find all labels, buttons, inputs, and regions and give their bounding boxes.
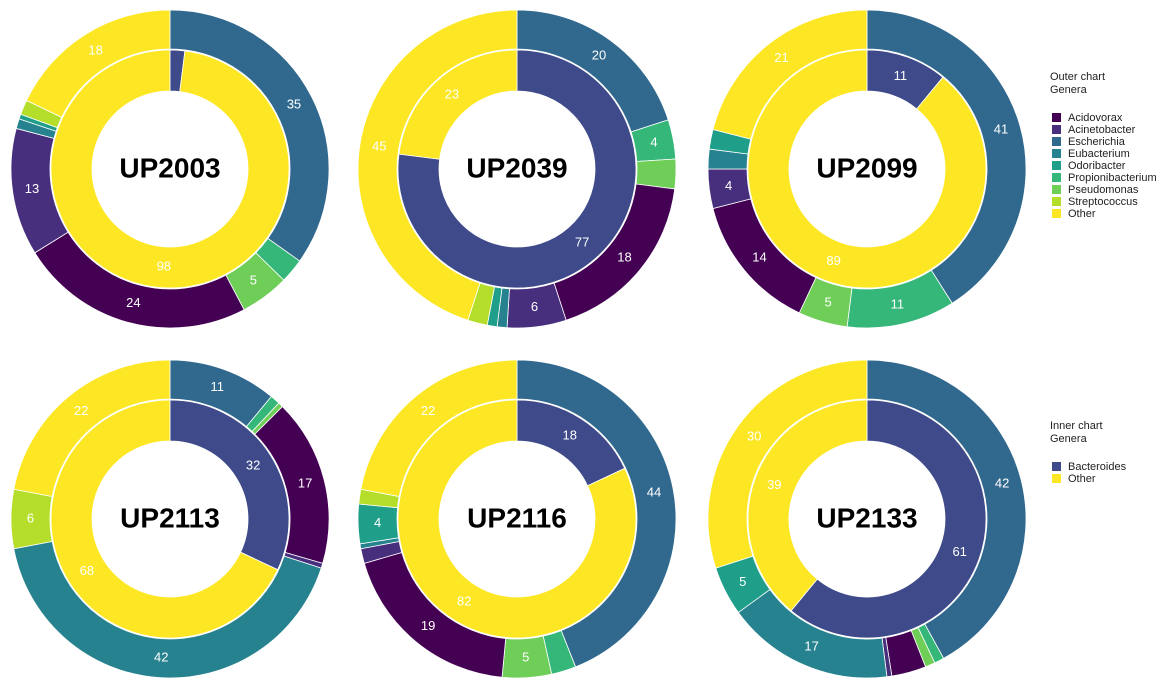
legend-swatch xyxy=(1052,137,1061,146)
donut-slice xyxy=(357,9,518,321)
chart-title: UP2133 xyxy=(816,502,917,533)
legend-label: Other xyxy=(1068,208,1096,220)
slice-label: 18 xyxy=(617,249,631,264)
legend-swatch xyxy=(1052,161,1061,170)
legend-swatch xyxy=(1052,197,1061,206)
legend-swatch xyxy=(1052,185,1061,194)
donut-slice xyxy=(25,9,171,118)
slice-label: 30 xyxy=(747,428,761,443)
legend-label: Bacteroides xyxy=(1068,461,1127,473)
legend-label: Pseudomonas xyxy=(1068,184,1139,196)
slice-label: 5 xyxy=(250,272,257,287)
legend-swatch xyxy=(1052,474,1061,483)
legend-label: Propionibacterium xyxy=(1068,172,1157,184)
donut-slice xyxy=(707,359,868,569)
legend-swatch xyxy=(1052,173,1061,182)
legend-label: Escherichia xyxy=(1068,136,1126,148)
slice-label: 42 xyxy=(995,476,1009,491)
slice-label: 5 xyxy=(739,574,746,589)
chart-title: UP2099 xyxy=(816,152,917,183)
slice-label: 13 xyxy=(25,181,39,196)
slice-label: 5 xyxy=(824,294,831,309)
slice-label: 18 xyxy=(88,42,102,57)
donut-slice xyxy=(866,9,1027,304)
donut-slice xyxy=(169,9,330,262)
slice-label: 23 xyxy=(445,87,459,102)
slice-label: 45 xyxy=(372,139,386,154)
slice-label: 17 xyxy=(298,476,312,491)
legend-title: Genera xyxy=(1050,433,1088,445)
donut-slice xyxy=(50,399,279,639)
slice-label: 39 xyxy=(767,477,781,492)
chart-title: UP2116 xyxy=(467,502,567,533)
legend-label: Acidovorax xyxy=(1068,112,1123,124)
slice-label: 22 xyxy=(421,403,435,418)
donut-slice xyxy=(169,399,290,571)
legend-title: Inner chart xyxy=(1050,420,1103,432)
slice-label: 4 xyxy=(374,515,381,530)
slice-label: 44 xyxy=(647,484,661,499)
donut-slice xyxy=(747,49,987,289)
slice-label: 5 xyxy=(522,650,529,665)
legend-swatch xyxy=(1052,149,1061,158)
donut-slice xyxy=(397,49,637,289)
chart-title: UP2003 xyxy=(119,152,220,183)
slice-label: 89 xyxy=(826,253,840,268)
legend-swatch xyxy=(1052,113,1061,122)
slice-label: 4 xyxy=(725,178,732,193)
slice-label: 11 xyxy=(894,68,908,83)
slice-label: 11 xyxy=(891,297,905,312)
legend-swatch xyxy=(1052,209,1061,218)
donut-slice xyxy=(712,9,868,140)
slice-label: 4 xyxy=(650,134,657,149)
slice-label: 61 xyxy=(952,544,966,559)
donut-slice xyxy=(398,49,518,160)
donut-slice xyxy=(790,399,987,639)
donut-slice xyxy=(13,541,322,679)
slice-label: 6 xyxy=(27,510,34,525)
legend-label: Acinetobacter xyxy=(1068,124,1136,136)
donut-slice xyxy=(516,359,677,668)
slice-label: 77 xyxy=(575,234,589,249)
slice-label: 18 xyxy=(563,427,577,442)
slice-label: 24 xyxy=(126,295,140,310)
slice-label: 11 xyxy=(211,379,225,394)
slice-label: 17 xyxy=(804,638,818,653)
slice-label: 21 xyxy=(774,50,788,65)
slice-label: 20 xyxy=(592,48,606,63)
legend-swatch xyxy=(1052,462,1061,471)
chart-title: UP2113 xyxy=(120,502,220,533)
slice-label: 41 xyxy=(994,122,1008,137)
donut-slice xyxy=(397,399,637,639)
slice-label: 32 xyxy=(246,458,260,473)
slice-label: 98 xyxy=(157,259,171,274)
slice-label: 82 xyxy=(457,594,471,609)
slice-label: 35 xyxy=(287,96,301,111)
slice-label: 19 xyxy=(421,618,435,633)
donut-slice xyxy=(360,359,518,497)
slice-label: 68 xyxy=(80,563,94,578)
donut-slice xyxy=(13,359,171,497)
legend-label: Eubacterium xyxy=(1068,148,1130,160)
legend-swatch xyxy=(1052,125,1061,134)
slice-label: 42 xyxy=(154,650,168,665)
legend-label: Other xyxy=(1068,473,1096,485)
legend-label: Streptococcus xyxy=(1068,196,1138,208)
donut-slice xyxy=(50,49,290,289)
legend-title: Genera xyxy=(1050,84,1088,96)
legend-title: Outer chart xyxy=(1050,71,1105,83)
donut-slice xyxy=(747,399,868,612)
donut-slice xyxy=(866,359,1027,659)
legend-label: Odoribacter xyxy=(1068,160,1126,172)
chart-title: UP2039 xyxy=(466,152,567,183)
slice-label: 14 xyxy=(752,249,766,264)
slice-label: 22 xyxy=(74,403,88,418)
slice-label: 6 xyxy=(531,299,538,314)
